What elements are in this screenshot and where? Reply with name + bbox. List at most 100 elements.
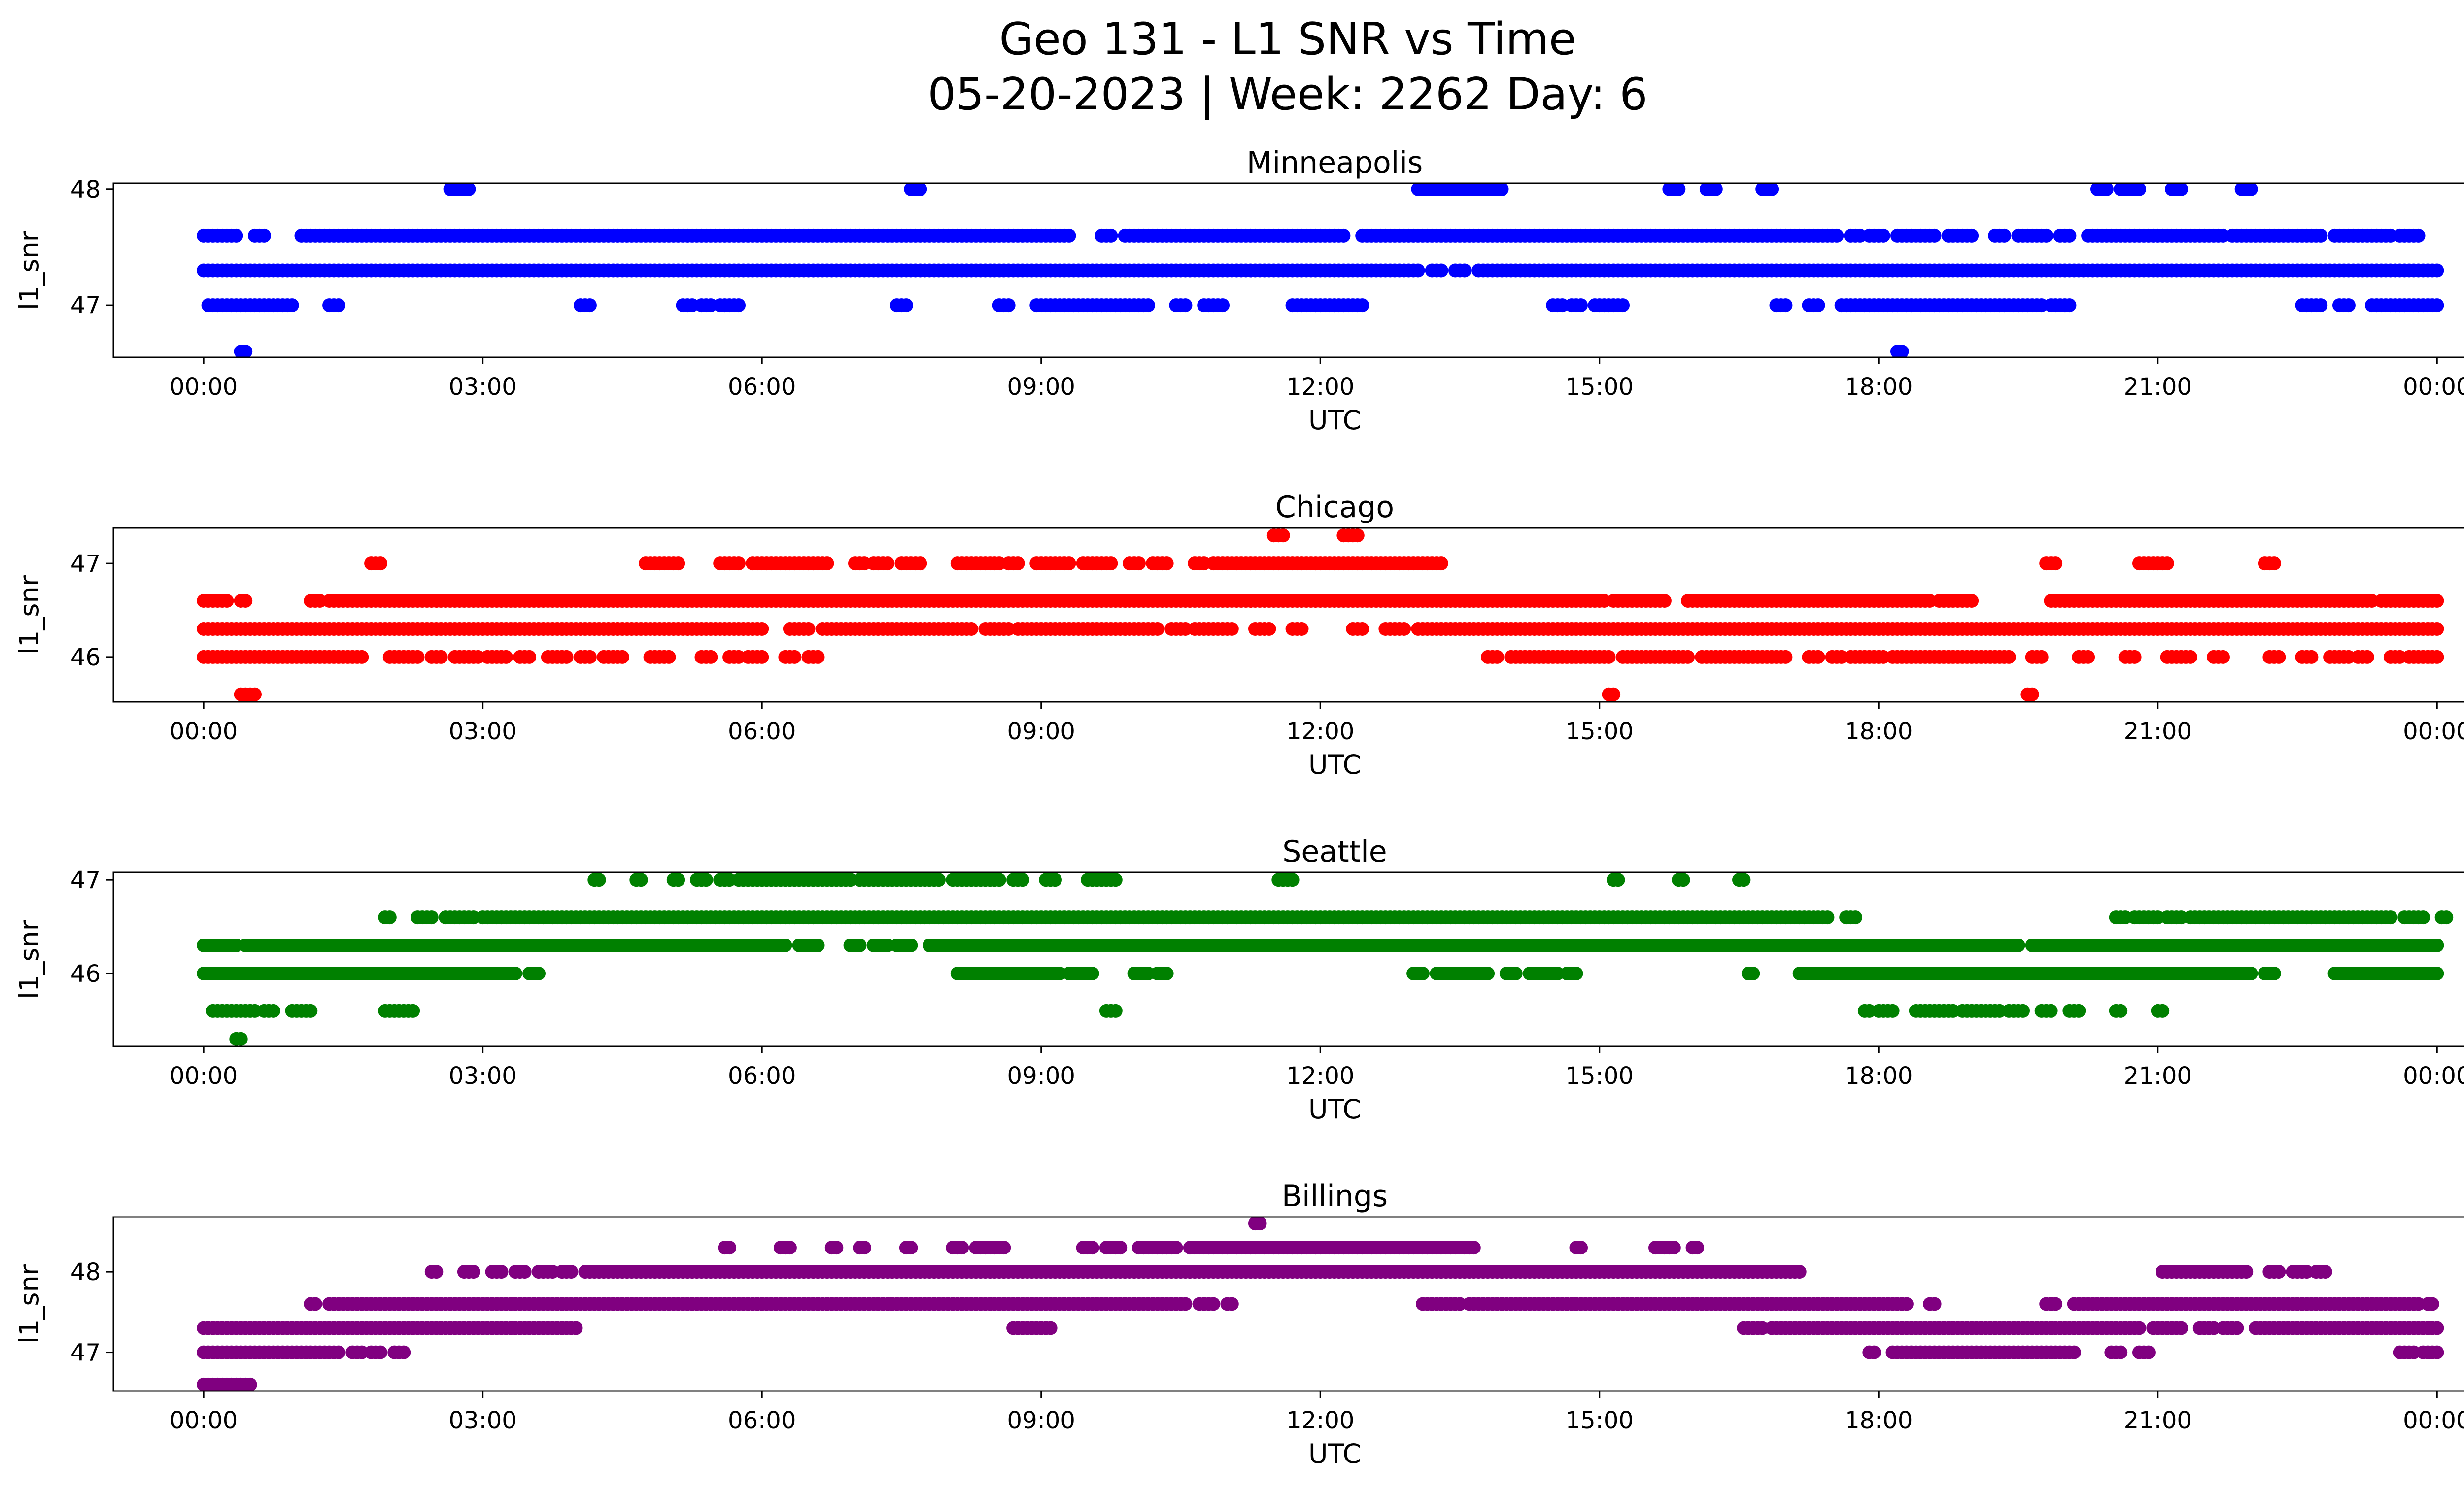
data-point [1792, 1265, 1807, 1279]
x-tick-label: 18:00 [1845, 1062, 1913, 1090]
data-point [308, 1297, 322, 1311]
data-point [801, 622, 816, 636]
data-point [1160, 556, 1174, 571]
data-point [1276, 528, 1290, 543]
x-tick-label: 15:00 [1566, 1407, 1634, 1434]
y-tick-label: 46 [70, 960, 101, 988]
data-point [904, 939, 918, 952]
x-tick-label: 03:00 [449, 373, 517, 401]
x-axis-label: UTC [1308, 405, 1361, 436]
chart-panel-billings: 00:00 03:00 06:00 09:00 12:00 15:00 18:00 21:00… [14, 1179, 2464, 1469]
data-point [1108, 873, 1123, 887]
data-point [2314, 228, 2328, 243]
x-tick-label: 12:00 [1286, 373, 1354, 401]
x-tick-label: 00:00 [2403, 718, 2464, 745]
data-point [1616, 298, 1630, 313]
x-tick-label: 09:00 [1007, 718, 1075, 745]
data-point [1569, 967, 1583, 980]
y-axis-label: l1_snr [14, 575, 45, 655]
x-tick-label: 15:00 [1566, 718, 1634, 745]
data-point [466, 1265, 480, 1279]
data-point [494, 1265, 509, 1279]
data-point [820, 556, 834, 571]
data-point [2244, 183, 2258, 196]
y-axis-label: l1_snr [14, 1264, 45, 1344]
data-point [1709, 183, 1723, 196]
data-point [429, 1265, 444, 1279]
x-tick-label: 15:00 [1566, 1062, 1634, 1090]
data-point [2430, 298, 2444, 313]
data-point [1607, 687, 1621, 701]
data-point [2411, 228, 2426, 243]
data-point [1481, 967, 1495, 980]
data-point [1965, 594, 1979, 608]
data-point [615, 650, 629, 664]
data-point [1355, 298, 1369, 313]
panel-title: Chicago [1275, 490, 1394, 524]
data-point [778, 939, 792, 952]
x-tick-label: 09:00 [1007, 1062, 1075, 1090]
data-point [1104, 228, 1118, 243]
data-point [2314, 298, 2328, 313]
data-point [2230, 1321, 2244, 1335]
chart-panel-chicago: 00:00 03:00 06:00 09:00 12:00 15:00 18:00 21:00… [14, 490, 2464, 780]
data-point [1895, 345, 1909, 357]
x-tick-label: 00:00 [170, 373, 238, 401]
x-tick-label: 18:00 [1845, 373, 1913, 401]
data-point [582, 650, 597, 664]
data-point [1830, 228, 1844, 243]
data-point [582, 298, 597, 313]
data-point [304, 1004, 318, 1018]
x-tick-label: 12:00 [1286, 1062, 1354, 1090]
x-tick-label: 12:00 [1286, 718, 1354, 745]
x-tick-label: 03:00 [449, 718, 517, 745]
x-tick-label: 00:00 [2403, 373, 2464, 401]
data-point [1746, 967, 1760, 980]
data-point [1672, 183, 1686, 196]
y-tick-label: 47 [70, 292, 101, 319]
x-axis-label: UTC [1308, 1438, 1361, 1469]
data-point [1178, 1297, 1193, 1311]
data-point [1062, 228, 1076, 243]
x-tick-label: 06:00 [728, 1062, 796, 1090]
data-point [2174, 1321, 2188, 1335]
data-point [2072, 1004, 2086, 1018]
x-tick-label: 18:00 [1845, 718, 1913, 745]
data-point [1169, 1241, 1183, 1255]
data-point [2049, 556, 2063, 571]
chart-panels: 00:00 03:00 06:00 09:00 12:00 15:00 18:00 21:00… [14, 145, 2464, 1469]
data-point [2132, 183, 2146, 196]
y-axis-label: l1_snr [14, 919, 45, 999]
x-tick-label: 21:00 [2124, 373, 2192, 401]
data-point [1690, 1241, 1704, 1255]
data-point [2132, 1321, 2146, 1335]
data-point [332, 1345, 345, 1359]
data-point [2425, 1297, 2439, 1311]
data-point [2183, 650, 2197, 664]
data-point [2156, 1004, 2170, 1018]
data-point [2081, 650, 2095, 664]
data-point [1997, 228, 2012, 243]
data-point [1104, 556, 1118, 571]
data-point [2062, 228, 2077, 243]
data-point [1495, 183, 1509, 196]
data-point [1011, 556, 1025, 571]
data-point [2416, 910, 2430, 925]
data-point [1927, 228, 1942, 243]
data-point [2430, 622, 2444, 636]
data-point [2099, 183, 2114, 196]
data-point [1350, 528, 1365, 543]
x-tick-label: 09:00 [1007, 1407, 1075, 1434]
data-point [382, 910, 397, 925]
data-point [2002, 650, 2016, 664]
data-point [2174, 183, 2188, 196]
data-point [2430, 1345, 2444, 1359]
data-point [1457, 263, 1472, 278]
data-point [1085, 1241, 1099, 1255]
data-point [229, 228, 243, 243]
data-point [899, 298, 913, 313]
data-point [811, 939, 825, 952]
data-point [671, 873, 685, 887]
data-point [2430, 263, 2444, 278]
data-point [1657, 594, 1672, 608]
